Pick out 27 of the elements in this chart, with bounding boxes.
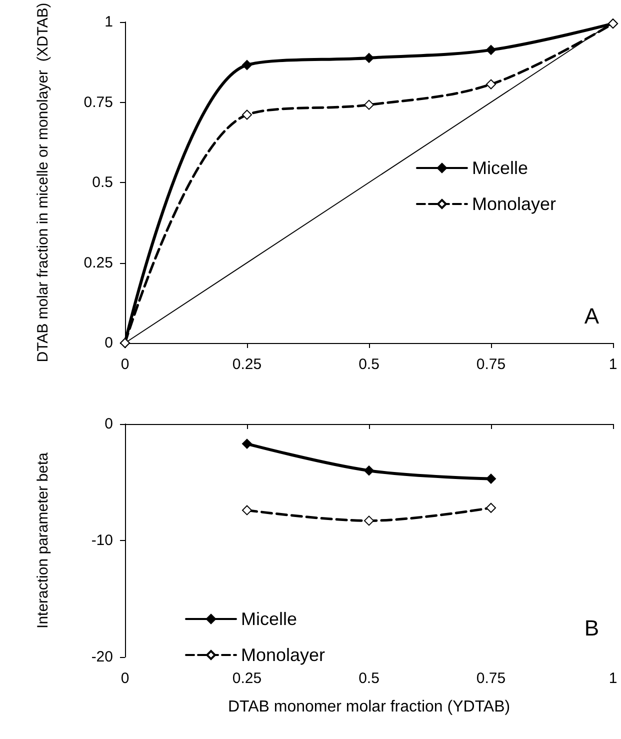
y-tick-label: -20: [91, 648, 113, 666]
y-axis-title: DTAB molar fraction in micelle or monolayer (XDTAB): [34, 2, 52, 362]
x-tick-label: 0: [120, 356, 130, 373]
x-tick-label: 0.5: [358, 356, 380, 373]
y-tick-label: 0: [104, 334, 113, 352]
x-tick-label: 0.25: [232, 356, 262, 373]
x-tick-label: 0.5: [358, 670, 380, 687]
y-tick-label: 0: [104, 416, 113, 432]
y-tick-label: -10: [91, 532, 113, 549]
y-tick-label: 0.75: [84, 94, 113, 111]
y-tick-label: 0.25: [84, 254, 113, 272]
x-tick-label: 1: [608, 356, 618, 373]
annotation: B: [584, 616, 600, 640]
legend-label: Monolayer: [241, 645, 326, 665]
x-axis-title: DTAB monomer molar fraction (YDTAB): [228, 698, 510, 716]
y-axis-title: Interaction parameter beta: [34, 452, 52, 628]
x-tick-label: 0: [120, 670, 130, 687]
legend-label: Micelle: [241, 609, 298, 629]
y-tick-label: 0.5: [92, 174, 113, 191]
x-tick-label: 1: [608, 670, 618, 687]
x-tick-label: 0.75: [476, 356, 506, 373]
legend-label: Monolayer: [472, 194, 556, 214]
legend-label: Micelle: [472, 158, 528, 178]
x-tick-label: 0.25: [232, 670, 262, 687]
y-tick-label: 1: [104, 14, 113, 30]
annotation: A: [584, 304, 600, 328]
x-tick-label: 0.75: [476, 670, 506, 687]
